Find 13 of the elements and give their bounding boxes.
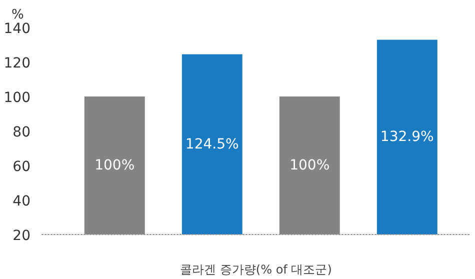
y-axis-title: % xyxy=(12,8,24,22)
y-tick-label: 120 xyxy=(4,56,31,72)
y-tick-label: 100 xyxy=(4,90,31,106)
x-axis-title: 콜라겐 증가량(% of 대조군) xyxy=(180,262,332,276)
data-label: 100% xyxy=(94,158,135,174)
data-label: 124.5% xyxy=(185,136,239,152)
y-tick-label: 80 xyxy=(12,124,31,140)
y-tick-label: 140 xyxy=(4,21,31,37)
y-tick-label: 40 xyxy=(12,194,31,210)
data-label: 100% xyxy=(290,158,330,174)
y-tick-label: 60 xyxy=(12,159,31,175)
data-label: 132.9% xyxy=(380,129,434,146)
y-tick-label: 20 xyxy=(12,228,31,244)
